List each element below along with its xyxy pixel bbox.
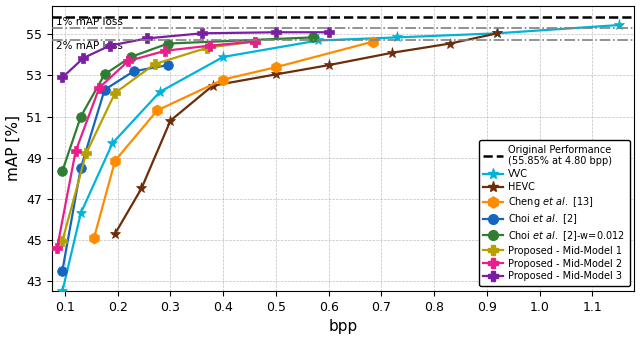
Y-axis label: mAP [%]: mAP [%] <box>6 115 20 181</box>
Legend: Original Performance
(55.85% at 4.80 bpp), VVC, HEVC, Cheng $\it{et\ al.}$ [13],: Original Performance (55.85% at 4.80 bpp… <box>479 140 630 286</box>
X-axis label: bpp: bpp <box>328 320 358 335</box>
Text: 1% mAP loss: 1% mAP loss <box>56 17 122 27</box>
Text: 2% mAP loss: 2% mAP loss <box>56 41 122 51</box>
